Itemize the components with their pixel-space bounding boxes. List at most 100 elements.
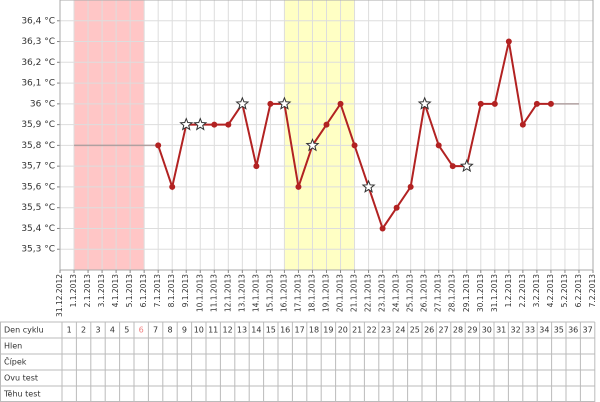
day-number: 24 <box>395 326 405 335</box>
x-tick-label: 13.1.2013 <box>237 274 246 312</box>
x-tick-label: 8.1.2013 <box>167 274 176 308</box>
x-tick-label: 10.1.2013 <box>195 274 204 312</box>
day-number: 7 <box>153 326 158 335</box>
x-tick-label: 14.1.2013 <box>251 274 260 312</box>
day-number: 20 <box>338 326 348 335</box>
day-number: 34 <box>539 326 549 335</box>
y-tick-label: 35,4 °C <box>21 224 55 234</box>
y-tick-label: 35,8 °C <box>21 141 55 151</box>
day-number: 28 <box>453 326 463 335</box>
x-tick-label: 15.1.2013 <box>265 274 274 312</box>
x-tick-label: 11.1.2013 <box>209 274 218 312</box>
y-tick-label: 36 °C <box>30 99 55 109</box>
x-tick-label: 21.1.2013 <box>350 274 359 312</box>
phase-band <box>74 0 145 270</box>
day-number: 36 <box>568 326 578 335</box>
day-number: 23 <box>381 326 391 335</box>
star-marker <box>235 96 250 110</box>
dot-marker <box>267 100 274 107</box>
x-tick-label: 1.2.2013 <box>504 274 513 308</box>
x-tick-label: 20.1.2013 <box>336 274 345 312</box>
x-tick-label: 31.12.2012 <box>55 274 64 317</box>
day-number: 5 <box>124 326 129 335</box>
x-tick-label: 5.1.2013 <box>125 274 134 308</box>
y-tick-label: 35,3 °C <box>21 245 55 255</box>
y-tick-label: 36,4 °C <box>21 16 55 26</box>
day-number: 8 <box>167 326 172 335</box>
x-tick-label: 1.1.2013 <box>69 274 78 308</box>
row-label: Těhu test <box>3 390 41 399</box>
star-marker <box>277 96 292 110</box>
dot-marker <box>225 121 232 128</box>
dot-marker <box>491 100 498 107</box>
dot-marker <box>169 183 176 190</box>
y-tick-label: 36,3 °C <box>21 37 55 47</box>
star-marker <box>417 96 432 110</box>
dot-marker <box>435 142 442 149</box>
x-tick-label: 3.2.2013 <box>532 274 541 308</box>
dot-marker <box>379 225 386 232</box>
star-marker <box>193 117 208 131</box>
day-number: 9 <box>182 326 187 335</box>
day-number: 10 <box>194 326 204 335</box>
dot-marker <box>449 163 456 170</box>
x-tick-label: 17.1.2013 <box>293 274 302 312</box>
dot-marker <box>155 142 162 149</box>
day-number: 32 <box>511 326 521 335</box>
dot-marker <box>393 204 400 211</box>
day-number: 15 <box>266 326 276 335</box>
y-tick-label: 35,6 °C <box>21 182 55 192</box>
x-tick-label: 3.1.2013 <box>97 274 106 308</box>
dot-marker <box>253 163 260 170</box>
x-tick-label: 16.1.2013 <box>279 274 288 312</box>
x-tick-label: 18.1.2013 <box>307 274 316 312</box>
dot-marker <box>351 142 358 149</box>
dot-marker <box>323 121 330 128</box>
day-number: 3 <box>95 326 100 335</box>
x-tick-label: 28.1.2013 <box>448 274 457 312</box>
day-number: 21 <box>352 326 362 335</box>
day-number: 35 <box>554 326 564 335</box>
day-number: 37 <box>583 326 593 335</box>
x-tick-label: 24.1.2013 <box>392 274 401 312</box>
dot-marker <box>211 121 218 128</box>
dot-marker <box>337 100 344 107</box>
x-tick-label: 23.1.2013 <box>378 274 387 312</box>
x-tick-label: 2.1.2013 <box>83 274 92 308</box>
day-number: 11 <box>208 326 218 335</box>
dot-marker <box>295 183 302 190</box>
row-label: Hlen <box>4 342 22 351</box>
x-tick-label: 27.1.2013 <box>434 274 443 312</box>
x-tick-label: 30.1.2013 <box>476 274 485 312</box>
x-tick-label: 31.1.2013 <box>490 274 499 312</box>
row-label: Den cyklu <box>4 326 44 335</box>
y-tick-label: 35,5 °C <box>21 203 55 213</box>
x-tick-label: 19.1.2013 <box>322 274 331 312</box>
x-tick-label: 6.2.2013 <box>574 274 583 308</box>
day-number: 2 <box>81 326 86 335</box>
x-tick-label: 2.2.2013 <box>518 274 527 308</box>
day-number: 30 <box>482 326 492 335</box>
day-number: 12 <box>223 326 233 335</box>
star-marker <box>459 158 474 173</box>
day-number: 4 <box>110 326 115 335</box>
x-tick-label: 12.1.2013 <box>223 274 232 312</box>
day-number: 16 <box>280 326 290 335</box>
day-number: 22 <box>367 326 377 335</box>
row-label: Ovu test <box>4 374 38 383</box>
row-label: Čípek <box>4 356 27 367</box>
x-tick-label: 22.1.2013 <box>364 274 373 312</box>
x-tick-label: 7.1.2013 <box>153 274 162 308</box>
x-tick-label: 5.2.2013 <box>560 274 569 308</box>
dot-marker <box>477 100 484 107</box>
day-number: 33 <box>525 326 535 335</box>
day-number: 26 <box>424 326 434 335</box>
dot-marker <box>407 183 414 190</box>
day-number: 18 <box>309 326 319 335</box>
x-tick-label: 6.1.2013 <box>139 274 148 308</box>
x-tick-label: 25.1.2013 <box>406 274 415 312</box>
x-tick-label: 4.2.2013 <box>546 274 555 308</box>
day-number: 6 <box>139 326 144 335</box>
star-marker <box>361 179 376 193</box>
day-number: 31 <box>496 326 506 335</box>
